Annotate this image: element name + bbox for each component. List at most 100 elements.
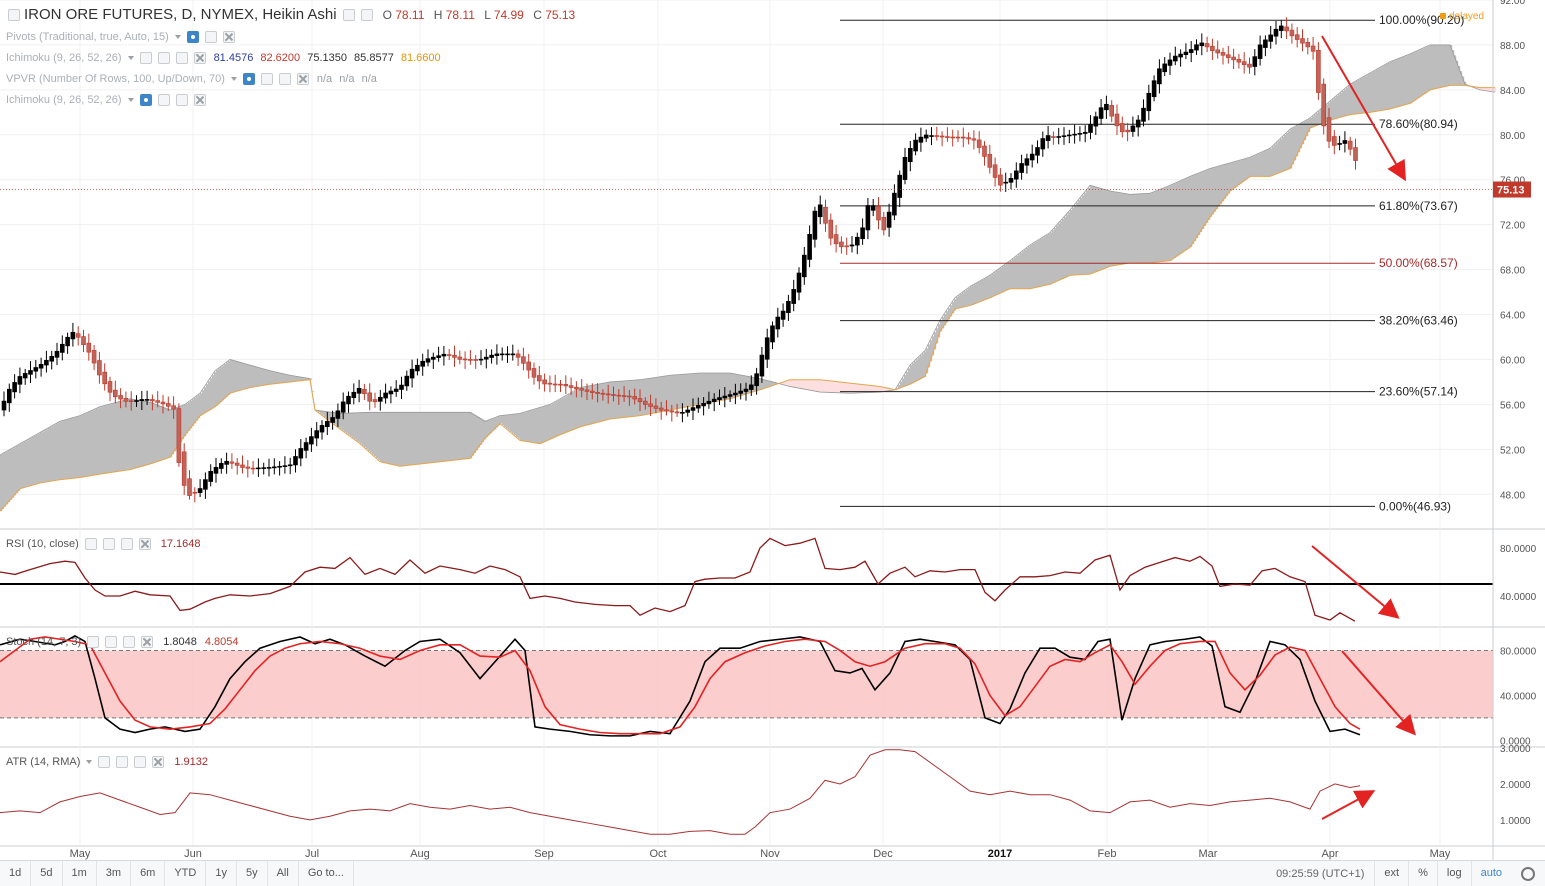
gear-icon[interactable]	[1521, 866, 1535, 881]
study-legend-ichimoku[interactable]: Ichimoku (9, 26, 52, 26) 81.4576 82.6200…	[6, 52, 441, 64]
rsi-legend[interactable]: RSI (10, close) 17.1648	[6, 538, 201, 550]
range-5d-button[interactable]: 5d	[31, 861, 63, 886]
range-5y-button[interactable]: 5y	[237, 861, 268, 886]
cloud-slice	[1018, 254, 1021, 289]
range-1d-button[interactable]: 1d	[0, 861, 32, 886]
eye-icon[interactable]	[242, 73, 255, 85]
log-button[interactable]: log	[1436, 861, 1471, 886]
cloud-slice	[1144, 193, 1147, 263]
add-icon[interactable]	[175, 52, 188, 64]
add-icon[interactable]	[175, 94, 188, 106]
cloud-slice	[128, 399, 131, 470]
cloud-slice	[852, 383, 855, 394]
candle-body	[685, 409, 691, 413]
cloud-slice	[700, 372, 703, 405]
eye-icon[interactable]	[186, 31, 199, 43]
candle-body	[1104, 103, 1109, 111]
price-tick-label: 72.00	[1500, 221, 1525, 232]
add-icon[interactable]	[278, 73, 291, 85]
add-icon[interactable]	[120, 538, 133, 550]
add-icon[interactable]	[123, 636, 136, 648]
chevron-down-icon[interactable]	[127, 98, 134, 102]
cloud-slice	[806, 379, 809, 390]
chevron-down-icon[interactable]	[230, 77, 237, 81]
settings-icon[interactable]	[204, 31, 217, 43]
chevron-down-icon[interactable]	[127, 56, 134, 60]
candle-body	[547, 382, 553, 385]
cloud-slice	[58, 422, 61, 481]
range-ytd-button[interactable]: YTD	[165, 861, 207, 886]
candle-body	[457, 356, 463, 360]
add-icon[interactable]	[134, 756, 147, 768]
cloud-slice	[1458, 65, 1461, 86]
eye-icon[interactable]	[139, 94, 152, 106]
cloud-slice	[52, 425, 55, 482]
close-icon[interactable]	[193, 52, 206, 64]
format-icon[interactable]	[360, 8, 373, 21]
close-icon[interactable]	[222, 31, 235, 43]
cloud-slice	[1118, 192, 1121, 265]
cloud-slice	[1116, 191, 1119, 266]
candle-body	[828, 219, 834, 239]
eye-icon[interactable]	[84, 538, 97, 550]
cloud-slice	[626, 380, 629, 418]
percent-button[interactable]: %	[1408, 861, 1437, 886]
cloud-slice	[830, 380, 833, 393]
range-6m-button[interactable]: 6m	[131, 861, 166, 886]
cloud-slice	[1336, 96, 1339, 119]
settings-icon[interactable]	[157, 94, 170, 106]
main-legend: IRON ORE FUTURES, D, NYMEX, Heikin Ashi …	[6, 6, 575, 23]
chevron-down-icon[interactable]	[174, 35, 181, 39]
cloud-slice	[798, 379, 801, 388]
cloud-slice	[552, 403, 555, 439]
study-legend-ichimoku-2[interactable]: Ichimoku (9, 26, 52, 26)	[6, 94, 206, 106]
range-3m-button[interactable]: 3m	[97, 861, 132, 886]
cloud-slice	[526, 411, 529, 442]
candle-body	[446, 354, 452, 356]
eye-icon[interactable]	[98, 756, 111, 768]
range-1m-button[interactable]: 1m	[63, 861, 97, 886]
settings-icon[interactable]	[342, 8, 355, 21]
cloud-slice	[900, 381, 903, 388]
ext-button[interactable]: ext	[1374, 861, 1408, 886]
square-minus-icon[interactable]	[8, 8, 20, 21]
cloud-slice	[1160, 189, 1163, 262]
cloud-slice	[1174, 183, 1177, 258]
cloud-slice	[430, 412, 433, 463]
settings-icon[interactable]	[260, 73, 273, 85]
settings-icon[interactable]	[102, 538, 115, 550]
cloud-slice	[908, 368, 911, 385]
close-icon[interactable]	[193, 94, 206, 106]
cloud-slice	[782, 382, 785, 385]
cloud-slice	[1104, 189, 1107, 269]
cloud-slice	[1416, 51, 1419, 100]
cloud-slice	[726, 372, 729, 400]
range-all-button[interactable]: All	[268, 861, 299, 886]
range-1y-button[interactable]: 1y	[206, 861, 237, 886]
stoch-legend[interactable]: Stoch (14, 7, 3) 1.8048 4.8054	[6, 636, 239, 648]
chevron-down-icon[interactable]	[86, 760, 93, 764]
cloud-slice	[1020, 252, 1023, 289]
close-icon[interactable]	[138, 538, 151, 550]
eye-icon[interactable]	[139, 52, 152, 64]
study-legend-vpvr[interactable]: VPVR (Number Of Rows, 100, Up/Down, 70) …	[6, 73, 377, 85]
goto-button[interactable]: Go to...	[299, 861, 354, 886]
cloud-slice	[214, 372, 217, 408]
eye-icon[interactable]	[87, 636, 100, 648]
cloud-slice	[1086, 190, 1089, 275]
study-legend-pivots[interactable]: Pivots (Traditional, true, Auto, 15)	[6, 31, 235, 43]
close-icon[interactable]	[152, 756, 165, 768]
settings-icon[interactable]	[157, 52, 170, 64]
auto-button[interactable]: auto	[1470, 861, 1511, 886]
price-tick-label: 76.00	[1500, 176, 1525, 187]
close-icon[interactable]	[296, 73, 309, 85]
settings-icon[interactable]	[105, 636, 118, 648]
settings-icon[interactable]	[116, 756, 129, 768]
candle-body	[1279, 25, 1284, 31]
indicator-tick-label: 2.0000	[1500, 780, 1531, 791]
close-icon[interactable]	[141, 636, 154, 648]
cloud-slice	[588, 386, 591, 425]
atr-legend[interactable]: ATR (14, RMA) 1.9132	[6, 756, 209, 768]
cloud-slice	[234, 360, 237, 393]
